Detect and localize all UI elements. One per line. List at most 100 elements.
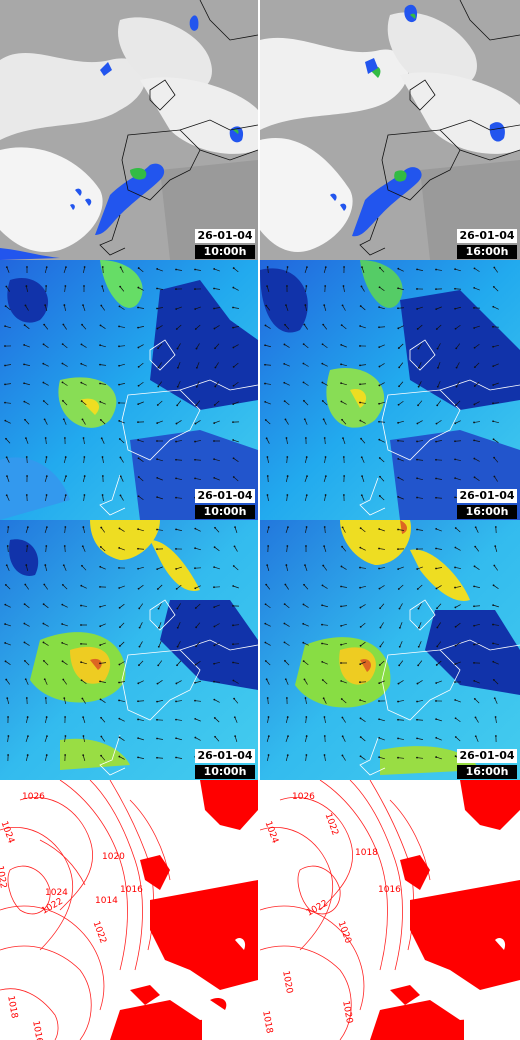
wind-arrow (266, 527, 270, 533)
wind-arrow-head (137, 403, 140, 406)
wind-arrow-head (101, 494, 104, 496)
wind-arrow-head (473, 457, 476, 460)
wind-arrow-head (455, 366, 458, 369)
wind-arrow-head (99, 400, 102, 403)
wind-arrow (284, 344, 290, 348)
wind-arrow-head (322, 564, 325, 567)
wind-arrow-head (454, 644, 457, 647)
wind-arrow (267, 494, 269, 502)
wind-arrow (119, 286, 125, 292)
wind-arrow (454, 459, 462, 461)
wind-arrow-head (416, 308, 419, 310)
wind-arrow-head (342, 285, 345, 287)
wind-arrow (214, 566, 220, 570)
wind-arrow (303, 584, 309, 590)
wind-arrow (416, 440, 424, 442)
wind-arrow (214, 699, 220, 703)
isobar-label: 1024 (45, 888, 68, 898)
wind-arrow-head (175, 477, 177, 480)
wind-arrow (83, 437, 85, 445)
wind-arrow (321, 643, 329, 645)
wind-arrow-head (398, 385, 400, 388)
wind-arrow (417, 566, 423, 570)
wind-arrow (398, 496, 404, 500)
wind-arrow (418, 641, 422, 647)
isobar-label: 1018 (355, 848, 378, 858)
wind-arrow-head (397, 307, 399, 310)
wind-arrow-head (267, 754, 270, 756)
wind-arrow (176, 306, 182, 310)
wind-arrow (62, 604, 68, 608)
wind-arrow (322, 679, 328, 685)
wind-arrow (305, 526, 307, 534)
wind-arrow (196, 381, 200, 387)
wind-arrow-head (492, 325, 494, 328)
wind-arrow-head (214, 526, 216, 529)
wind-arrow (43, 382, 49, 386)
wind-arrow-head (101, 285, 104, 288)
wind-arrow-head (118, 527, 121, 530)
wind-arrow-head (340, 643, 342, 646)
wind-arrow (397, 700, 405, 702)
wind-arrow (360, 438, 366, 444)
wind-arrow-head (101, 266, 104, 268)
wind-arrow-head (435, 547, 437, 550)
wind-arrow (156, 738, 164, 740)
wind-arrow-head (214, 347, 216, 350)
wind-arrow (119, 641, 125, 647)
wind-arrow (305, 697, 307, 705)
wind-arrow (6, 698, 10, 704)
wind-arrow (285, 305, 289, 311)
wind-arrow (64, 526, 66, 534)
wind-arrow (44, 679, 48, 685)
isobar-panel-1600: 1026 1024 1022 1018 1016 1022 1020 1020 … (260, 780, 520, 1040)
wind-arrow-head (5, 437, 7, 440)
wind-arrow (25, 736, 29, 742)
wind-arrow (5, 679, 11, 685)
wind-arrow-head (175, 756, 177, 759)
wind-arrow-head (417, 385, 420, 388)
wind-arrow-head (265, 583, 268, 586)
wind-arrow (359, 402, 367, 404)
time-label: 16:00h (457, 245, 517, 259)
wind-arrow-head (417, 404, 419, 407)
wind-arrow (495, 716, 497, 724)
wind-arrow (234, 717, 238, 723)
wind-arrow (454, 567, 462, 569)
wind-arrow (26, 545, 28, 553)
wind-arrow (379, 439, 385, 443)
wind-arrow (44, 736, 48, 742)
wind-arrow-head (416, 568, 419, 570)
wind-arrow-head (473, 366, 476, 369)
wind-arrow (324, 494, 326, 502)
wind-arrow-head (455, 385, 458, 388)
satellite-map (260, 0, 520, 260)
wind-arrow (176, 660, 182, 666)
wind-arrow-head (45, 494, 48, 496)
wind-arrow (267, 266, 269, 274)
wind-arrow-head (436, 385, 439, 388)
wind-arrow-head (99, 324, 102, 327)
time-label: 10:00h (195, 505, 255, 519)
wind-arrow-head (100, 437, 103, 440)
wind-arrow-head (283, 343, 286, 346)
wind-arrow-head (283, 622, 286, 625)
wind-arrow-head (25, 697, 28, 699)
wind-arrow-head (45, 754, 48, 756)
wind-arrow (120, 267, 124, 273)
wind-arrow-head (378, 700, 380, 702)
wind-arrow (25, 679, 29, 685)
wind-arrow-head (397, 458, 400, 460)
wind-arrow-head (99, 605, 102, 608)
wind-arrow-head (492, 345, 494, 348)
wind-arrow-head (397, 548, 399, 550)
wind-arrow (138, 381, 144, 387)
wind-arrow-head (213, 698, 216, 701)
wind-arrow (233, 401, 239, 405)
wind-arrow (322, 324, 328, 330)
wind-arrow-head (397, 568, 400, 570)
wind-arrow-head (492, 365, 495, 368)
wind-arrow (286, 266, 288, 274)
wind-arrows (4, 266, 240, 502)
wind-arrow (6, 476, 10, 482)
